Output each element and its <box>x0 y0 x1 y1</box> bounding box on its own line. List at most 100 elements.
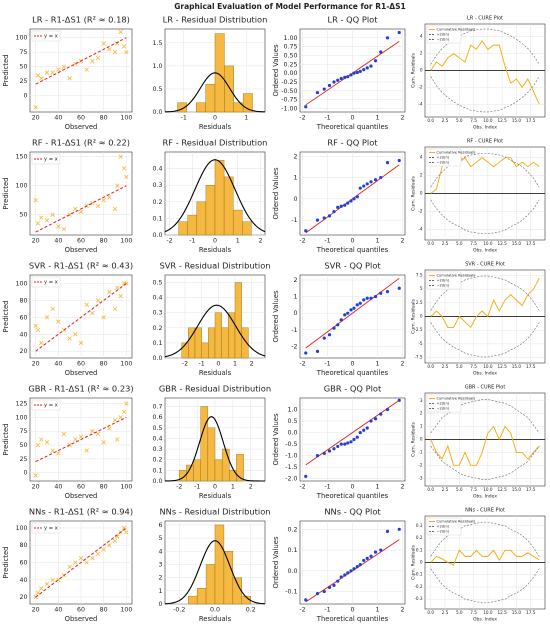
x-tick-label: 12.5 <box>497 118 507 123</box>
point <box>358 430 362 435</box>
point <box>322 216 326 220</box>
legend-label: +2σ(n) <box>437 279 450 283</box>
point <box>33 473 38 478</box>
x-tick-label: 40 <box>54 607 62 614</box>
point <box>121 44 127 49</box>
point <box>362 298 366 302</box>
bar <box>214 160 225 236</box>
x-axis-label: Obs. Index <box>473 494 497 500</box>
bar <box>196 102 206 113</box>
x-tick-label: 10.0 <box>483 241 493 246</box>
x-tick-label: -1 <box>324 484 330 491</box>
point <box>39 586 44 591</box>
x-tick-label: 17.5 <box>526 610 536 615</box>
series-line <box>430 40 540 105</box>
point <box>352 437 356 442</box>
x-tick-label: 17.5 <box>526 118 536 123</box>
y-tick-label: -0.50 <box>281 88 297 95</box>
x-tick-label: 2.5 <box>442 241 449 246</box>
y-tick-label: 0 <box>293 310 297 317</box>
point <box>56 67 61 72</box>
x-tick-label: 0.0 <box>427 610 434 615</box>
panel-title: LR - QQ Plot <box>328 15 379 25</box>
panel: LR - QQ Plot -1.00-0.75 -0.50 -0.25 0.00 0.25… <box>272 15 406 131</box>
x-axis-label: Residuals <box>199 615 232 623</box>
y-tick-label: -0.75 <box>281 97 297 104</box>
x-tick-label: 60 <box>77 361 85 368</box>
point <box>118 415 123 420</box>
point <box>121 409 127 415</box>
point <box>327 333 332 337</box>
panel-title: SVR - CURE Plot <box>465 262 505 268</box>
x-tick-label: -1 <box>189 238 195 245</box>
y-tick-label: 1 <box>158 588 162 595</box>
point <box>50 306 55 312</box>
y-axis-label: Cum. Residuals <box>411 53 417 88</box>
x-tick-label: 20 <box>32 607 40 614</box>
point <box>339 442 343 446</box>
point <box>373 178 378 182</box>
x-tick-label: 1 <box>375 115 379 122</box>
point <box>355 70 359 75</box>
bar <box>187 214 198 236</box>
x-tick-label: 15.0 <box>512 241 522 246</box>
point <box>352 567 356 571</box>
x-axis-label: Theoretical quantiles <box>316 492 389 500</box>
point <box>346 311 350 315</box>
legend-box <box>426 517 462 536</box>
x-tick-label: 15.0 <box>512 118 522 123</box>
x-tick-label: 1 <box>244 115 248 122</box>
point <box>336 579 340 583</box>
point <box>379 291 383 295</box>
legend-label: +2σ(n) <box>437 156 450 160</box>
point <box>315 349 320 353</box>
y-tick-label: 2 <box>420 173 423 178</box>
panel-title: NNs - Residual Distribution <box>159 507 270 517</box>
point <box>118 154 123 159</box>
point <box>355 303 359 307</box>
point <box>352 197 356 201</box>
point <box>365 556 369 560</box>
y-tick-label: 0.2 <box>152 199 162 206</box>
series-line <box>430 425 540 466</box>
y-tick-label: 4 <box>420 155 423 160</box>
point <box>67 212 72 217</box>
fit-line <box>305 277 400 349</box>
bar <box>188 595 198 605</box>
y-tick-label: 20 <box>19 594 27 601</box>
panel: GBR - Residual Distribution 0.0 0.1 0.2 0.3 0… <box>152 384 271 501</box>
y-tick-label: 4 <box>158 548 162 555</box>
x-tick-label: 0 <box>213 484 217 491</box>
x-tick-label: -1 <box>199 361 205 368</box>
point <box>95 431 101 437</box>
x-tick-label: 5.0 <box>456 241 463 246</box>
x-tick-label: 20 <box>32 238 40 245</box>
panel: SVR - R1-ΔS1 (R² ≈ 0.43) 20 40 60 80 100 20 40 6… <box>2 261 133 378</box>
x-tick-label: 0.0 <box>210 607 220 614</box>
point <box>115 183 120 188</box>
y-axis-label: Cum. Residuals <box>411 299 417 334</box>
x-tick-label: -1 <box>324 115 330 122</box>
y-tick-label: 75 <box>19 428 27 435</box>
point <box>349 308 353 312</box>
y-tick-label: 0.5 <box>287 418 297 425</box>
point <box>385 407 390 412</box>
x-tick-label: 1 <box>375 484 379 491</box>
point <box>362 428 366 432</box>
x-tick-label: 5.0 <box>456 487 463 492</box>
point <box>44 315 50 320</box>
x-axis-label: Residuals <box>199 492 232 500</box>
point <box>362 68 366 72</box>
y-axis-label: Predicted <box>2 55 10 87</box>
point <box>355 195 359 199</box>
point <box>343 442 347 446</box>
y-tick-label: 100 <box>15 183 27 190</box>
point <box>121 166 127 171</box>
x-tick-label: -0.2 <box>173 607 185 614</box>
panel-title: NNs - QQ Plot <box>324 507 381 517</box>
y-tick-label: -2.0 <box>285 476 297 483</box>
point <box>44 218 50 223</box>
y-tick-label: 0 <box>420 191 423 196</box>
x-tick-label: 7.5 <box>470 241 477 246</box>
x-tick-label: 2.5 <box>442 487 449 492</box>
